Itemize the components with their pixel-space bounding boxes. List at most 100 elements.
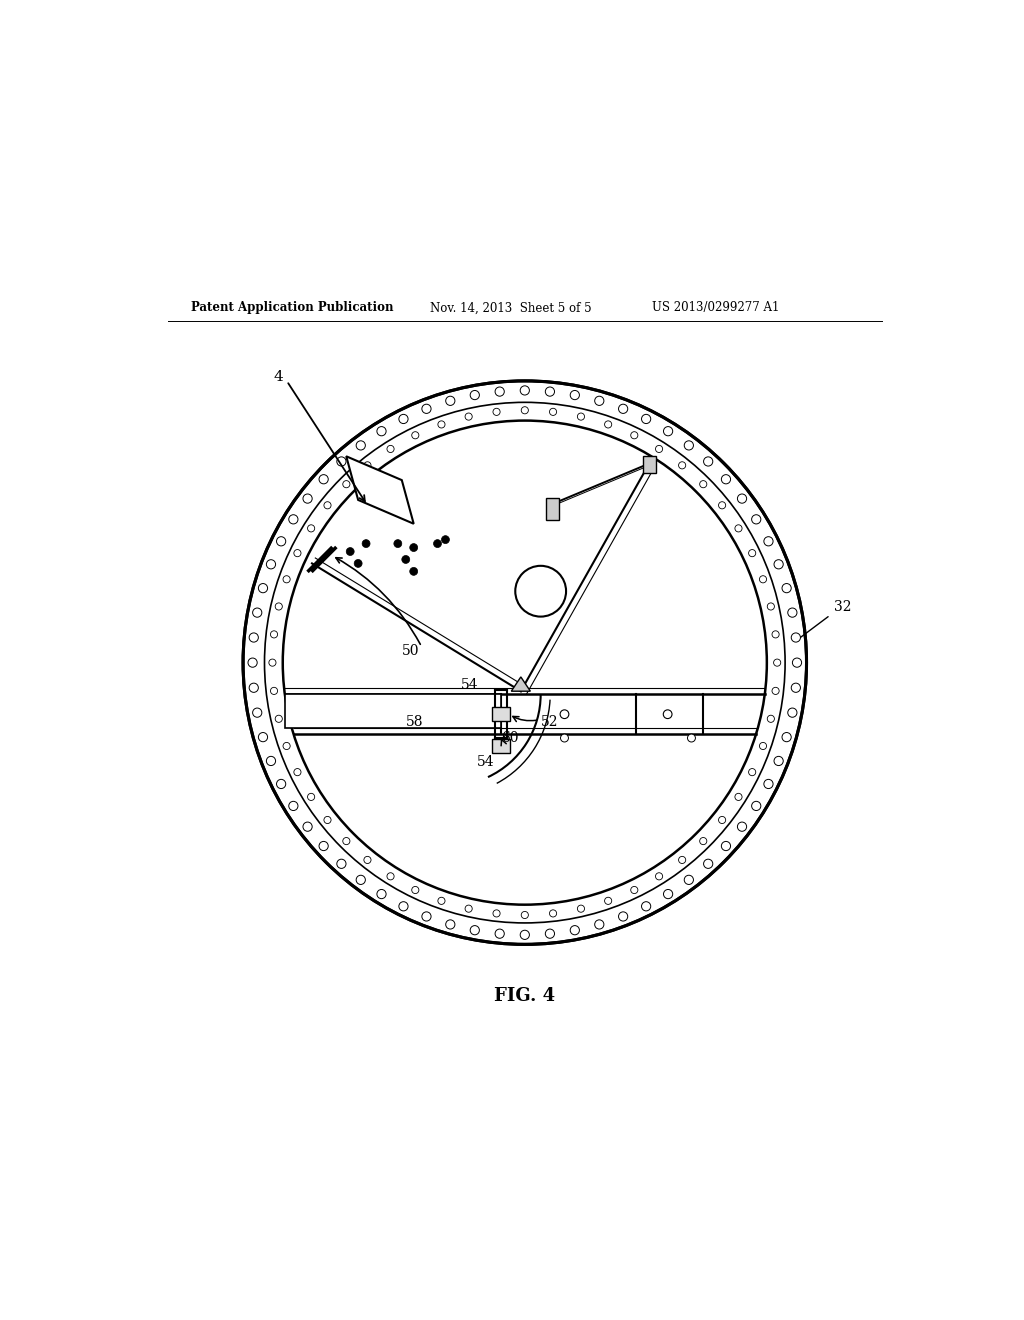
Circle shape [377, 890, 386, 899]
Circle shape [735, 793, 742, 800]
Circle shape [289, 801, 298, 810]
Circle shape [546, 929, 555, 939]
Circle shape [760, 742, 767, 750]
Circle shape [735, 525, 742, 532]
Circle shape [679, 857, 686, 863]
Circle shape [719, 502, 726, 508]
Circle shape [253, 708, 262, 717]
Circle shape [493, 909, 500, 917]
Circle shape [412, 887, 419, 894]
Circle shape [774, 560, 783, 569]
Circle shape [752, 515, 761, 524]
Circle shape [546, 387, 555, 396]
Text: 4: 4 [273, 370, 283, 384]
Circle shape [752, 801, 761, 810]
Circle shape [721, 841, 730, 850]
Circle shape [441, 536, 450, 544]
Circle shape [641, 414, 650, 424]
Circle shape [294, 549, 301, 557]
Circle shape [337, 457, 346, 466]
Circle shape [495, 929, 504, 939]
Circle shape [324, 816, 331, 824]
Bar [643, 455, 655, 473]
Circle shape [767, 715, 774, 722]
Circle shape [719, 816, 726, 824]
Circle shape [438, 898, 445, 904]
Polygon shape [511, 677, 530, 692]
Circle shape [764, 779, 773, 788]
Circle shape [782, 733, 792, 742]
Circle shape [399, 902, 409, 911]
Circle shape [703, 457, 713, 466]
Circle shape [438, 421, 445, 428]
Circle shape [604, 898, 611, 904]
Circle shape [249, 684, 258, 693]
Circle shape [356, 441, 366, 450]
Circle shape [470, 391, 479, 400]
Circle shape [269, 659, 276, 667]
Circle shape [307, 525, 314, 532]
Circle shape [687, 734, 695, 742]
Circle shape [276, 537, 286, 546]
Circle shape [655, 873, 663, 880]
Circle shape [664, 426, 673, 436]
Circle shape [570, 391, 580, 400]
Circle shape [394, 540, 401, 548]
Circle shape [641, 902, 650, 911]
Text: 54: 54 [461, 678, 479, 692]
Circle shape [253, 609, 262, 618]
Circle shape [399, 414, 409, 424]
Circle shape [387, 445, 394, 453]
Circle shape [422, 404, 431, 413]
Bar [285, 694, 501, 727]
Text: 50: 50 [401, 644, 419, 657]
Circle shape [664, 710, 672, 718]
Circle shape [356, 875, 366, 884]
Text: US 2013/0299277 A1: US 2013/0299277 A1 [652, 301, 779, 314]
Circle shape [465, 413, 472, 420]
Circle shape [679, 462, 686, 469]
Circle shape [422, 912, 431, 921]
Circle shape [354, 560, 362, 568]
Circle shape [773, 659, 780, 667]
Circle shape [749, 768, 756, 776]
Circle shape [470, 925, 479, 935]
Circle shape [595, 920, 604, 929]
Circle shape [578, 413, 585, 420]
Circle shape [337, 859, 346, 869]
Circle shape [343, 480, 350, 488]
Circle shape [772, 688, 779, 694]
Circle shape [401, 556, 410, 564]
Circle shape [493, 408, 500, 416]
Circle shape [377, 426, 386, 436]
Circle shape [684, 441, 693, 450]
Circle shape [346, 548, 354, 556]
Circle shape [289, 515, 298, 524]
Circle shape [767, 603, 774, 610]
Circle shape [578, 906, 585, 912]
Circle shape [283, 576, 290, 583]
Circle shape [303, 822, 312, 832]
Circle shape [699, 480, 707, 488]
Circle shape [248, 659, 257, 667]
Circle shape [792, 684, 801, 693]
Circle shape [270, 631, 278, 638]
Circle shape [364, 462, 371, 469]
Circle shape [445, 396, 455, 405]
Circle shape [445, 920, 455, 929]
Circle shape [258, 733, 267, 742]
Text: 60: 60 [501, 731, 518, 744]
Circle shape [618, 404, 628, 413]
Circle shape [387, 873, 394, 880]
Text: 54: 54 [477, 755, 495, 768]
Bar [546, 498, 559, 520]
Circle shape [774, 756, 783, 766]
Circle shape [410, 568, 418, 576]
Circle shape [631, 887, 638, 894]
Text: 58: 58 [406, 715, 423, 729]
Circle shape [324, 502, 331, 508]
Circle shape [433, 540, 441, 548]
Circle shape [249, 632, 258, 642]
Circle shape [782, 583, 792, 593]
Circle shape [655, 445, 663, 453]
